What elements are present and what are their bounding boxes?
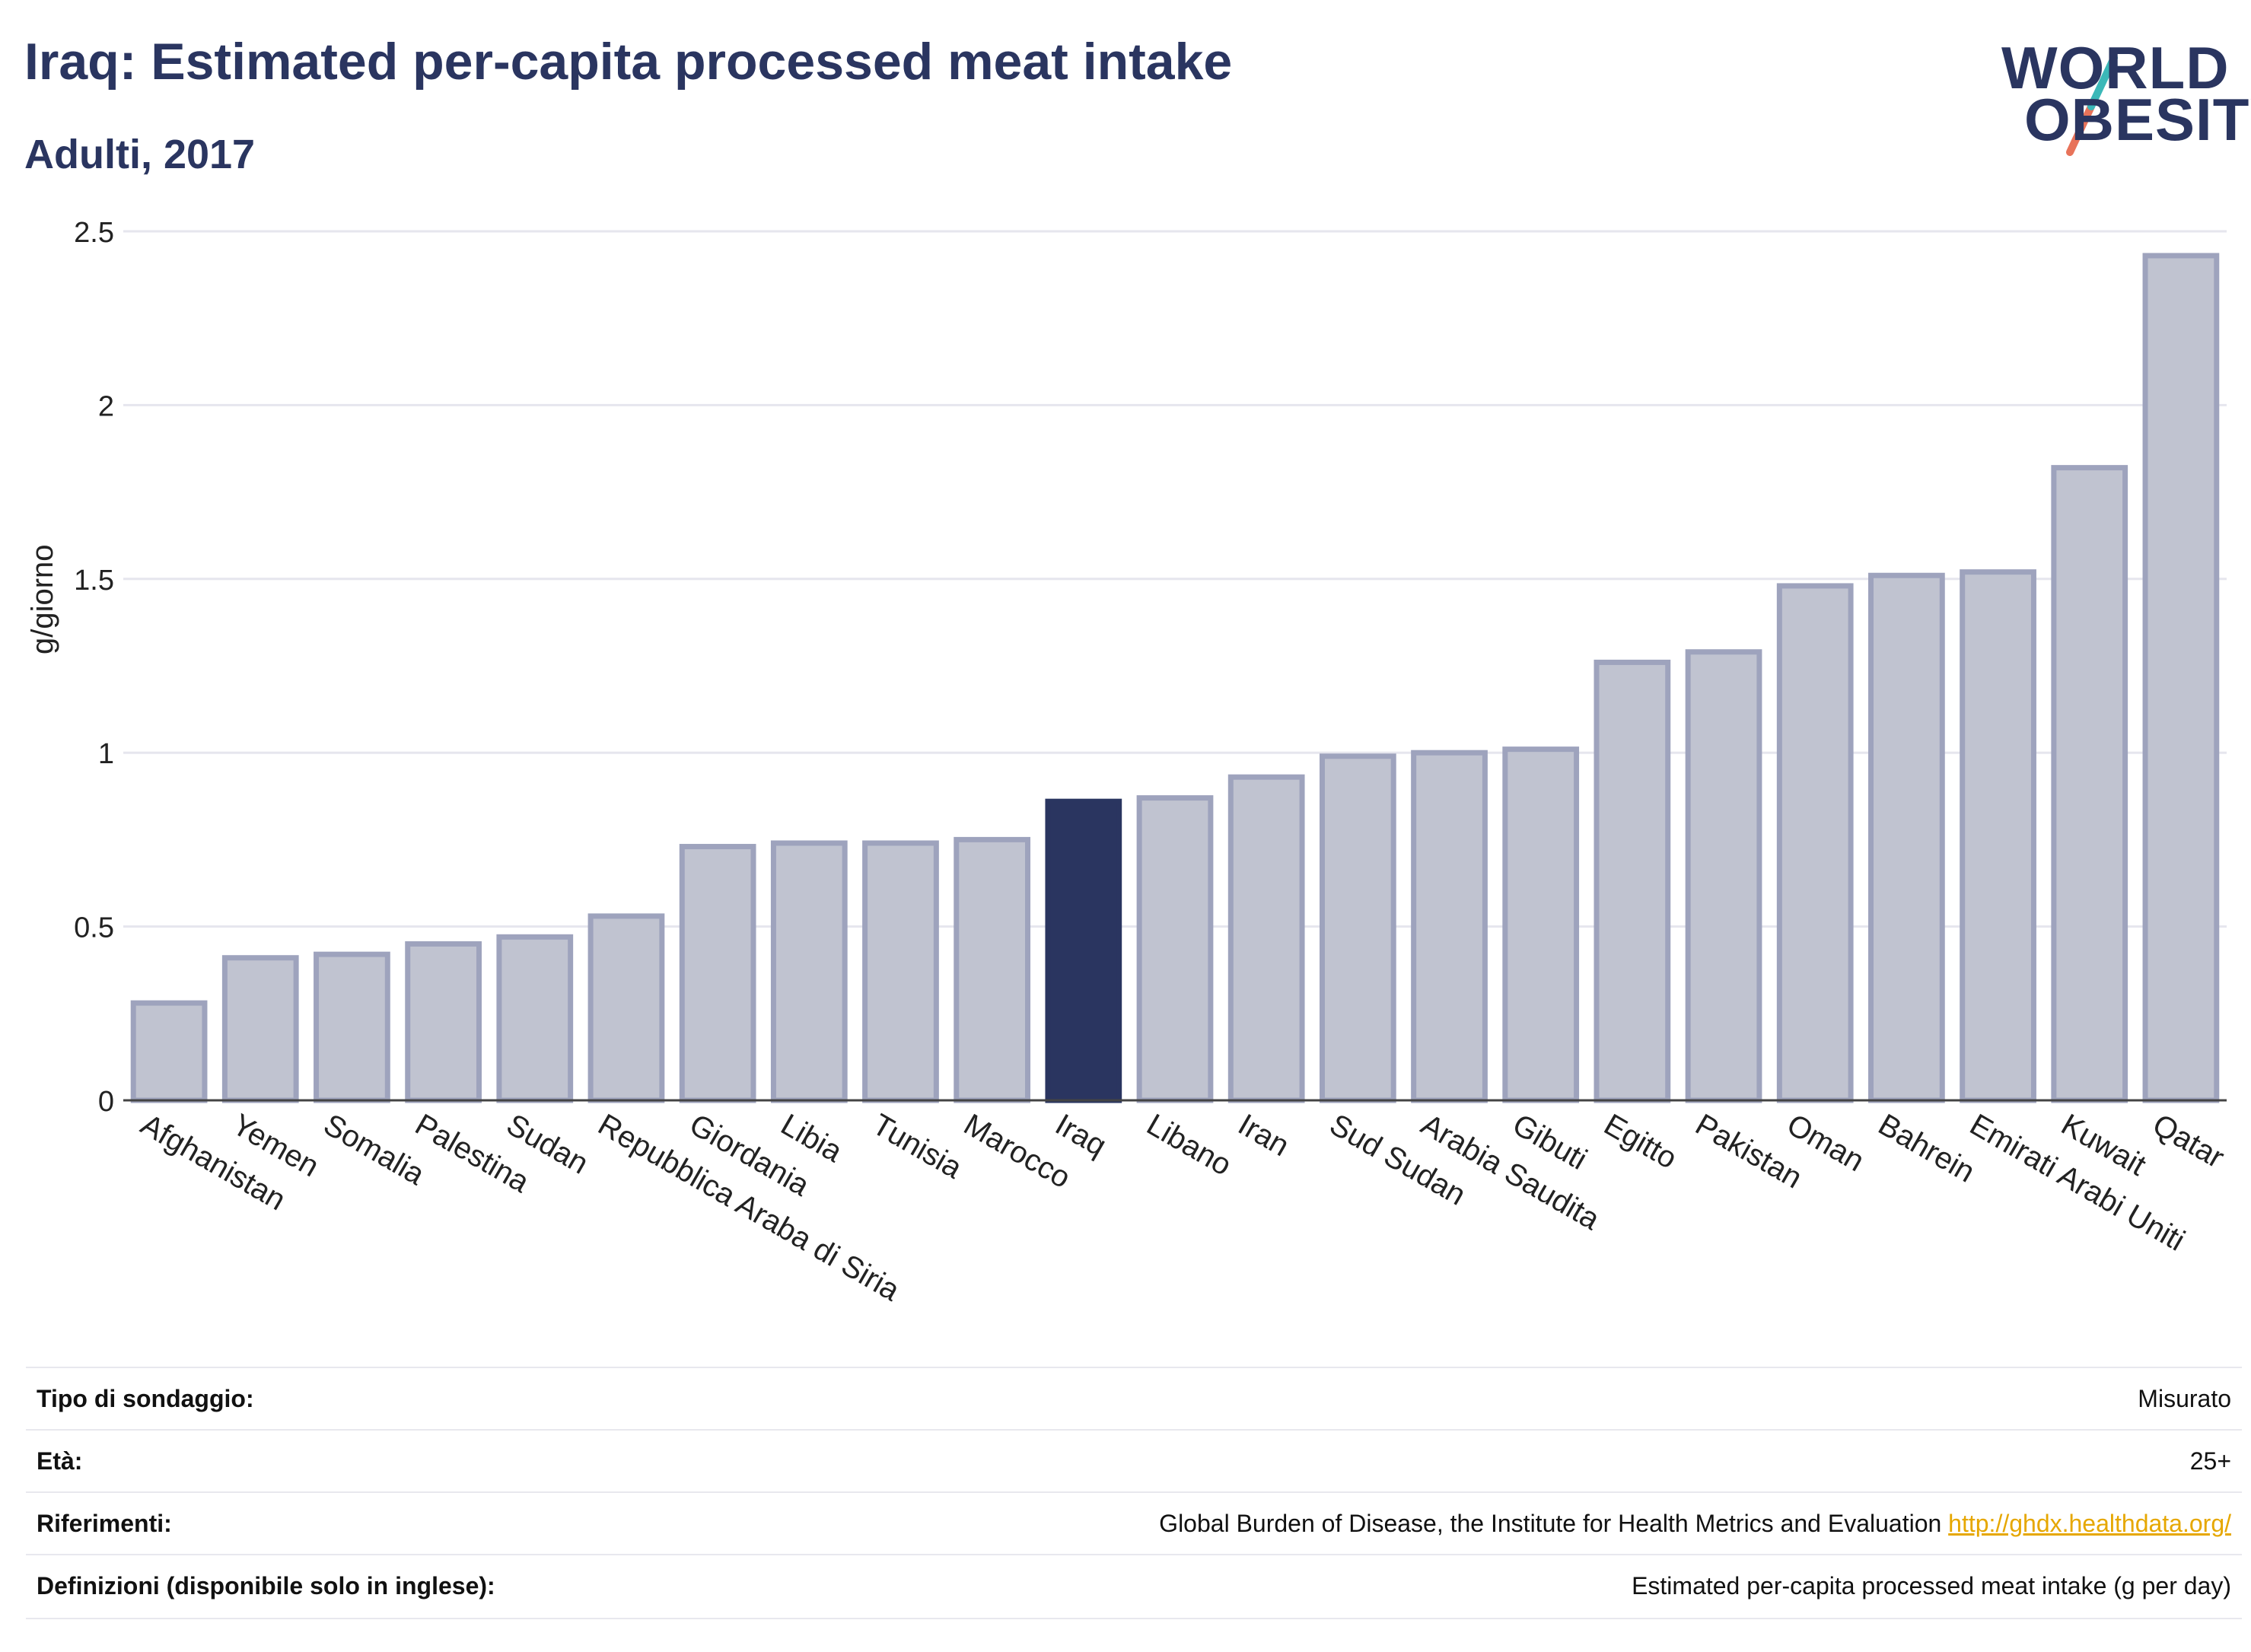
bar-somalia[interactable] [314, 951, 390, 1103]
x-tick-label: Egitto [1598, 1108, 1683, 1176]
bar-yemen[interactable] [221, 955, 299, 1103]
bar-kuwait[interactable] [2051, 465, 2128, 1103]
meta-label: Riferimenti: [37, 1510, 172, 1537]
bar-afghanistan[interactable] [130, 1000, 208, 1103]
logo-text-line1: WORLD [2001, 34, 2230, 101]
page-subtitle: Adulti, 2017 [24, 132, 256, 177]
meta-label: Età: [37, 1447, 83, 1475]
x-tick-label: Somalia [318, 1108, 431, 1192]
y-tick-label: 2.5 [74, 217, 114, 249]
meta-row-survey-type: Tipo di sondaggio: Misurato [26, 1367, 2242, 1431]
x-tick-label: Iran [1233, 1108, 1295, 1163]
meta-row-definitions: Definizioni (disponibile solo in inglese… [26, 1554, 2242, 1619]
logo-text-line2: OBESITY [2024, 86, 2251, 153]
bar-gibuti[interactable] [1502, 746, 1580, 1103]
bar-chart: 0 0.5 1 1.5 2 2.5 AfghanistanYemenSomaliaPale… [74, 217, 2230, 1308]
bar-iran[interactable] [1227, 774, 1305, 1103]
x-tick-labels: AfghanistanYemenSomaliaPalestinaSudanRep… [135, 1108, 2230, 1308]
bar-pakistan[interactable] [1685, 649, 1762, 1103]
meta-value-references: Global Burden of Disease, the Institute … [1159, 1510, 2231, 1538]
bars [130, 253, 2220, 1103]
bar-sudan[interactable] [496, 934, 574, 1103]
bar-oman[interactable] [1776, 583, 1854, 1103]
meta-value: Misurato [2138, 1385, 2231, 1412]
y-tick-label: 0.5 [74, 912, 114, 944]
reference-text: Global Burden of Disease, the Institute … [1159, 1510, 1949, 1537]
bar-bahrein[interactable] [1868, 572, 1945, 1103]
meta-value: Estimated per-capita processed meat inta… [1632, 1572, 2231, 1599]
meta-label: Definizioni (disponibile solo in inglese… [37, 1572, 495, 1599]
bar-arabia-saudita[interactable] [1411, 750, 1488, 1103]
x-tick-label: Qatar [2147, 1108, 2230, 1175]
y-tick-label: 1.5 [74, 565, 114, 597]
reference-link[interactable]: http://ghdx.healthdata.org/ [1948, 1510, 2231, 1537]
bar-sud-sudan[interactable] [1319, 753, 1396, 1103]
x-tick-label: Libano [1141, 1108, 1237, 1183]
bar-marocco[interactable] [954, 836, 1031, 1103]
bar-emirati-arabi-uniti[interactable] [1960, 569, 2036, 1103]
bar-egitto[interactable] [1594, 659, 1671, 1103]
meta-value: 25+ [2189, 1447, 2231, 1475]
meta-row-age: Età: 25+ [26, 1429, 2242, 1493]
bar-giordania[interactable] [679, 844, 756, 1103]
bar-libia[interactable] [770, 840, 848, 1103]
y-tick-label: 0 [98, 1086, 114, 1118]
x-tick-label: Iraq [1049, 1108, 1112, 1163]
meta-label: Tipo di sondaggio: [37, 1385, 254, 1412]
bar-palestina[interactable] [405, 941, 482, 1103]
logo-slash-icon [2066, 54, 2118, 156]
y-tick-labels: 0 0.5 1 1.5 2 2.5 [74, 217, 114, 1118]
x-tick-label: Tunisia [867, 1108, 968, 1186]
bar-qatar[interactable] [2142, 253, 2220, 1103]
bar-repubblica-araba-di-siria[interactable] [587, 913, 665, 1103]
y-tick-label: 2 [98, 390, 114, 422]
page-title: Iraq: Estimated per-capita processed mea… [24, 33, 1233, 91]
y-tick-label: 1 [98, 738, 114, 770]
world-obesity-logo[interactable]: WORLD OBESITY [1979, 30, 2251, 167]
x-tick-label: Bahrein [1873, 1108, 1980, 1189]
bar-iraq[interactable] [1045, 798, 1122, 1103]
bar-tunisia[interactable] [862, 840, 939, 1103]
meta-row-references: Riferimenti: Global Burden of Disease, t… [26, 1491, 2242, 1555]
bar-libano[interactable] [1136, 795, 1214, 1103]
